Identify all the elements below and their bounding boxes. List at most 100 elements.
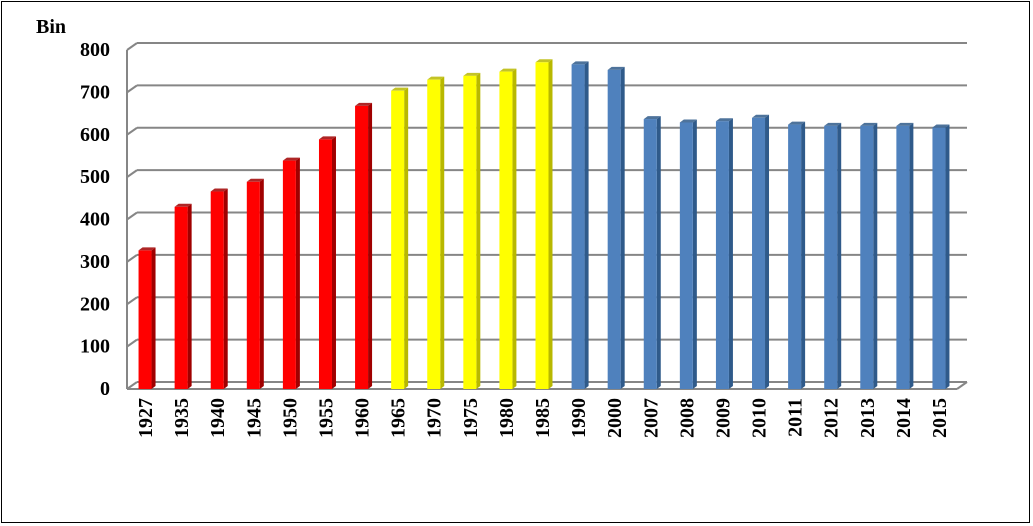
- bar-top: [824, 122, 842, 126]
- gridline-depth: [126, 169, 138, 178]
- gridline-depth: [126, 42, 138, 51]
- bar: [138, 247, 156, 389]
- bar-top: [571, 61, 589, 65]
- x-tick-label: 2010: [749, 398, 771, 438]
- bar-side: [259, 178, 264, 389]
- bar-front: [282, 160, 296, 389]
- y-tick-label: 400: [80, 209, 110, 231]
- bar-front: [824, 125, 838, 389]
- x-tick-label: 1990: [568, 398, 590, 438]
- gridline-depth: [126, 84, 138, 94]
- x-tick-label: 2014: [893, 398, 915, 438]
- bar-front: [679, 122, 693, 390]
- x-tick-label: 2012: [821, 398, 843, 438]
- x-tick-label: 1950: [279, 398, 301, 438]
- bar-side: [548, 59, 553, 389]
- x-tick-label: 1980: [496, 398, 518, 438]
- bar-side: [765, 114, 770, 390]
- bar-side: [620, 66, 625, 389]
- x-tick-label: 2009: [712, 398, 734, 438]
- y-tick-label: 800: [80, 39, 110, 61]
- x-tick-label: 1965: [388, 398, 410, 438]
- y-tick-labels: 0 100 200 300 400 500 600 700 800: [80, 39, 110, 400]
- bar: [715, 118, 733, 389]
- bar-front: [138, 250, 152, 389]
- bar-top: [896, 122, 914, 126]
- bar: [607, 66, 625, 389]
- bar-top: [355, 102, 373, 106]
- y-tick-label: 300: [80, 251, 110, 273]
- bar-side: [837, 122, 842, 389]
- floor-edge-side: [956, 381, 968, 390]
- x-tick-label: 1940: [207, 398, 229, 438]
- bar-side: [368, 102, 373, 389]
- x-tick-label: 1970: [424, 398, 446, 438]
- bar-side: [728, 118, 733, 389]
- bar-front: [174, 206, 188, 389]
- bar: [499, 68, 517, 389]
- x-tick-label: 2008: [676, 398, 698, 438]
- bar: [318, 136, 336, 389]
- bar-side: [295, 157, 300, 389]
- bar-side: [584, 61, 589, 389]
- bar: [210, 188, 228, 389]
- bar-side: [801, 121, 806, 389]
- bar-front: [535, 62, 549, 389]
- bar-front: [246, 181, 260, 389]
- bar-side: [331, 136, 336, 389]
- bar-side: [151, 247, 156, 389]
- x-tick-label: 2015: [929, 398, 951, 438]
- bar: [679, 119, 697, 390]
- x-tick-label: 1975: [460, 398, 482, 438]
- bar-top: [607, 66, 625, 70]
- bar-front: [896, 125, 910, 389]
- y-tick-label: 700: [80, 81, 110, 103]
- x-tick-label: 1945: [243, 398, 265, 438]
- bar: [427, 76, 445, 389]
- x-tick-label: 1935: [171, 398, 193, 438]
- bar-top: [788, 121, 806, 125]
- x-tick-label: 2011: [785, 398, 807, 437]
- bar: [932, 124, 950, 389]
- bar-front: [318, 139, 332, 389]
- bar-top: [210, 188, 228, 192]
- x-tick-label: 2013: [857, 398, 879, 438]
- bar-top: [643, 116, 661, 120]
- gridline-depth: [126, 211, 138, 221]
- bar: [752, 114, 770, 390]
- x-tick-label: 1955: [315, 398, 337, 438]
- bar-side: [945, 124, 950, 389]
- gridline-depth: [126, 254, 138, 263]
- x-tick-label: 1985: [532, 398, 554, 438]
- bar: [535, 59, 553, 389]
- bar-side: [476, 72, 481, 389]
- bar: [355, 102, 373, 389]
- y-tick-label: 500: [80, 166, 110, 188]
- bar-top: [932, 124, 950, 128]
- bar-front: [752, 117, 766, 390]
- bar-top: [860, 122, 878, 126]
- x-tick-label: 1960: [352, 398, 374, 438]
- bar-front: [427, 79, 441, 389]
- bar: [571, 61, 589, 389]
- bar-top: [752, 114, 770, 118]
- bar: [246, 178, 264, 389]
- gridline-depth: [126, 126, 138, 136]
- bar-side: [692, 119, 697, 390]
- x-tick-labels: 1927 1935 1940 1945 1950 1955 1960 1965 1970 1975…: [135, 398, 951, 438]
- bar-front: [210, 191, 224, 389]
- bar-front: [715, 121, 729, 389]
- bar-side: [656, 116, 661, 389]
- bar: [463, 72, 481, 389]
- bar-top: [427, 76, 445, 80]
- bar-top: [715, 118, 733, 122]
- x-tick-label: 2000: [604, 398, 626, 438]
- bar: [788, 121, 806, 389]
- gridline-depth: [126, 296, 138, 306]
- bar: [824, 122, 842, 389]
- bar-side: [512, 68, 517, 389]
- bar-top: [138, 247, 156, 251]
- bar-top: [174, 203, 192, 207]
- y-tick-label: 0: [100, 378, 110, 400]
